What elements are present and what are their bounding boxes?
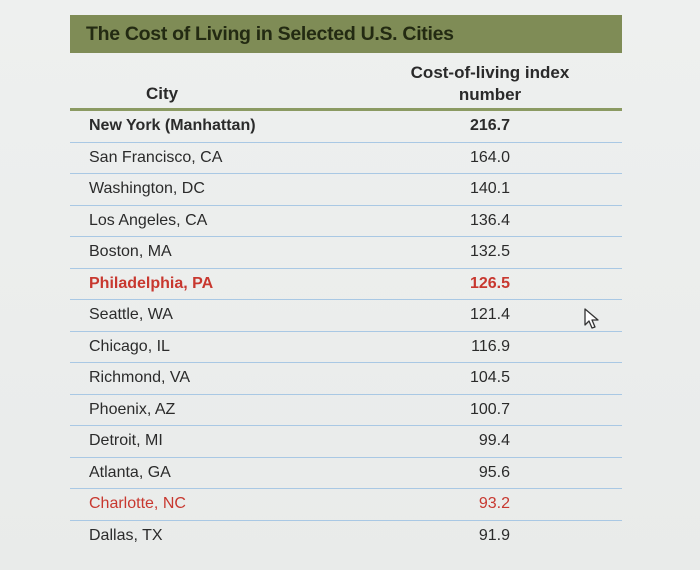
table-header: City Cost-of-living index number [70,58,622,108]
city-cell: Boston, MA [89,243,172,260]
city-cell: Dallas, TX [89,526,163,544]
index-value-cell: 216.7 [469,117,510,134]
table-row-highlighted: Philadelphia, PA 126.5 [70,269,622,300]
city-cell: Richmond, VA [89,369,191,386]
table-title-bar: The Cost of Living in Selected U.S. Citi… [70,15,622,53]
index-value-cell: 136.4 [469,211,510,229]
city-cell: Seattle, WA [89,306,173,323]
column-header-city: City [146,84,179,103]
column-header-index-line2: number [458,85,522,104]
table-row-highlighted: Charlotte, NC 93.2 [70,489,622,521]
index-value-cell: 116.9 [471,337,510,355]
table-row: Boston, MA 132.5 [70,237,622,269]
city-cell: Washington, DC [89,180,205,197]
table-row: Atlanta, GA 95.6 [70,458,622,489]
city-cell: Chicago, IL [89,337,170,355]
table-row: Seattle, WA 121.4 [70,300,622,332]
city-cell: San Francisco, CA [89,148,223,166]
city-cell: Atlanta, GA [89,463,171,481]
index-value-cell: 91.9 [478,526,510,544]
table-row: Chicago, IL 116.9 [70,332,622,363]
index-value-cell: 99.4 [478,432,510,449]
mouse-pointer-icon [584,308,599,329]
city-cell: Charlotte, NC [89,495,186,512]
table-row: Richmond, VA 104.5 [70,363,622,395]
city-cell: Philadelphia, PA [89,274,214,292]
table-row: Los Angeles, CA 136.4 [70,206,622,237]
table-row: Detroit, MI 99.4 [70,426,622,458]
table-row: Washington, DC 140.1 [70,174,622,206]
index-value-cell: 93.2 [478,495,510,512]
index-value-cell: 164.0 [469,148,510,166]
city-cell: New York (Manhattan) [89,117,256,134]
city-cell: Phoenix, AZ [89,400,176,418]
city-cell: Detroit, MI [89,432,163,449]
index-value-cell: 100.7 [469,400,510,418]
index-value-cell: 95.6 [478,463,510,481]
table-title: The Cost of Living in Selected U.S. Citi… [86,22,454,45]
column-header-index: Cost-of-living index number [380,62,600,106]
index-value-cell: 140.1 [469,180,510,197]
index-value-cell: 132.5 [469,243,510,260]
header-divider [70,108,622,111]
index-value-cell: 104.5 [469,369,510,386]
table-row: Dallas, TX 91.9 [70,521,622,553]
table-row: Phoenix, AZ 100.7 [70,395,622,426]
city-cell: Los Angeles, CA [89,211,208,229]
cost-of-living-table: New York (Manhattan) 216.7 San Francisco… [70,111,622,552]
table-row: San Francisco, CA 164.0 [70,143,622,174]
column-header-index-line1: Cost-of-living index [410,63,570,82]
index-value-cell: 126.5 [469,274,510,292]
table-row: New York (Manhattan) 216.7 [70,111,622,143]
index-value-cell: 121.4 [469,306,510,323]
